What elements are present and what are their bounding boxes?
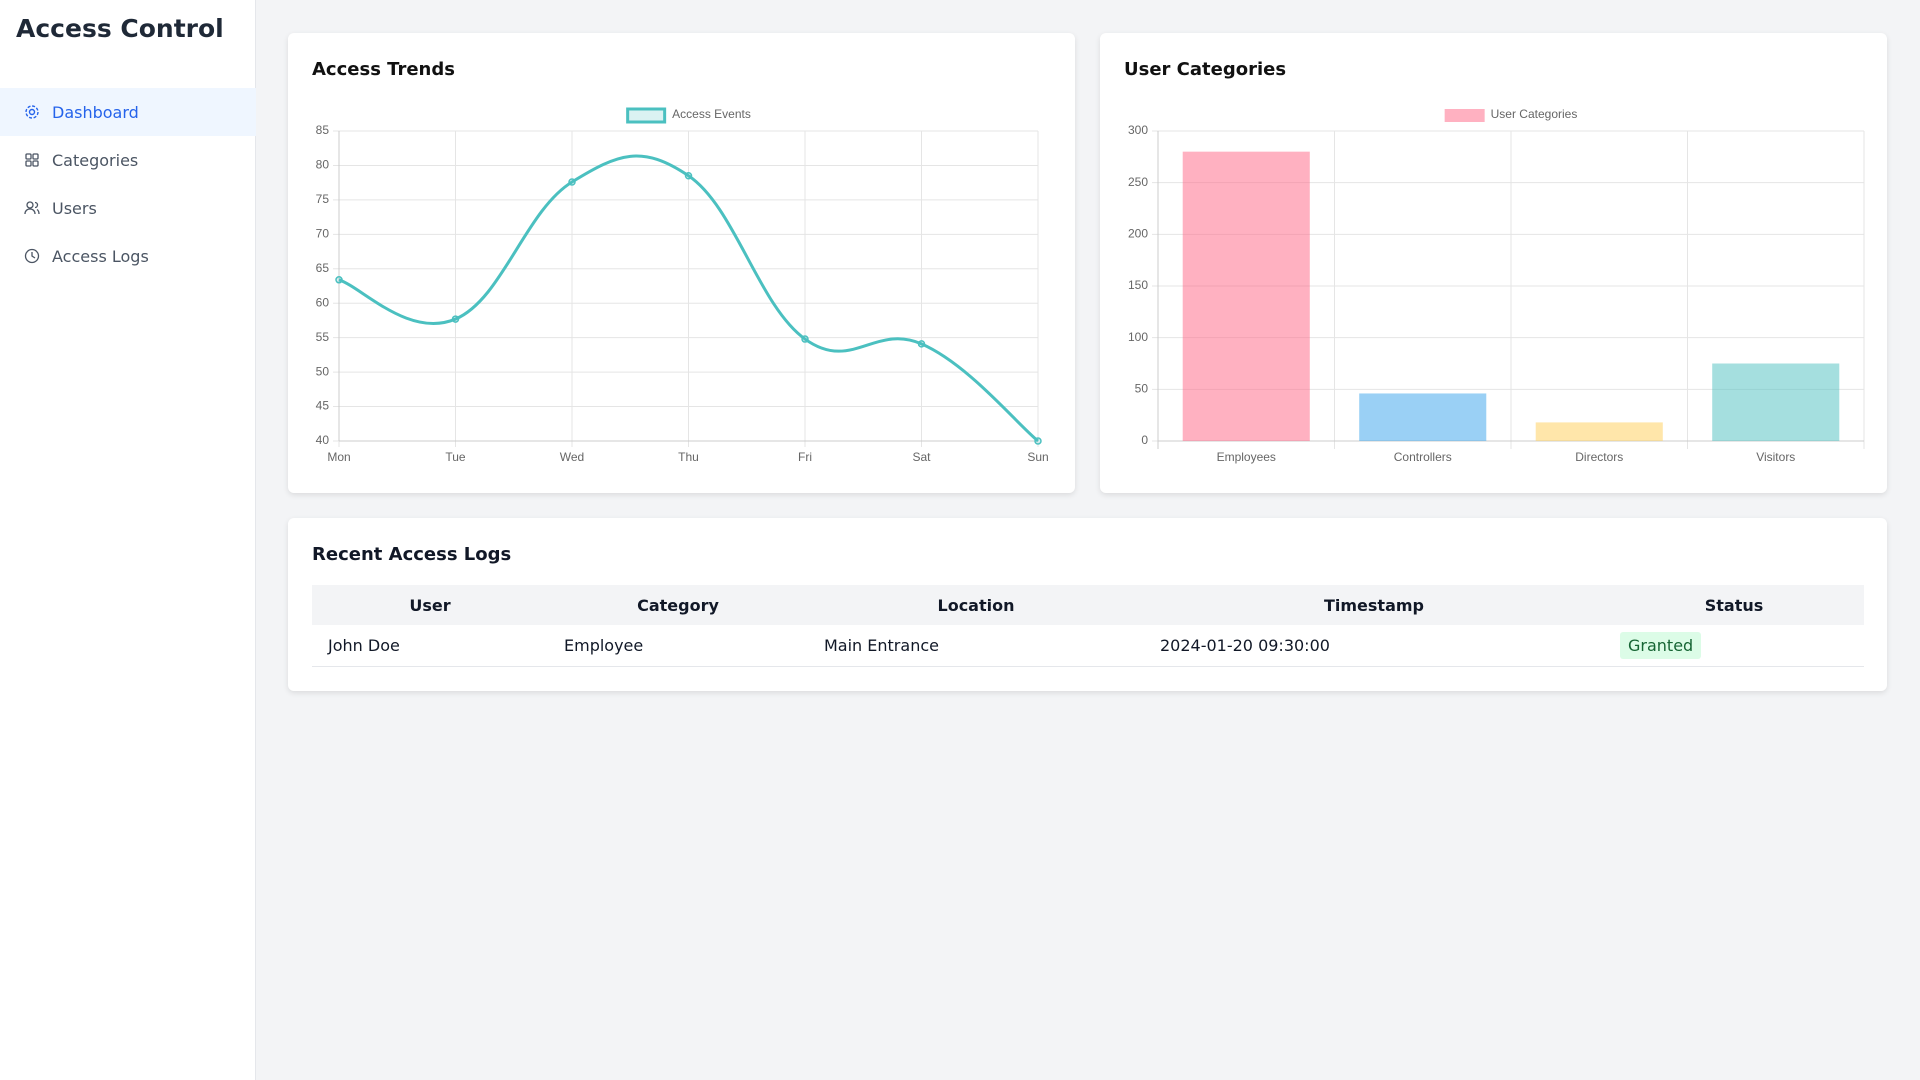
icon <box>24 201 40 215</box>
column-header: User <box>312 585 548 625</box>
x-tick-label: Controllers <box>1394 450 1452 464</box>
table-row: John Doe Employee Main Entrance 2024-01-… <box>312 625 1864 667</box>
icon <box>24 248 40 264</box>
y-tick-label: 85 <box>316 123 330 137</box>
x-tick-label: Wed <box>560 450 584 464</box>
nav-label: Access Logs <box>52 246 149 266</box>
bar <box>1359 393 1487 441</box>
legend-label: Access Events <box>672 107 751 121</box>
y-tick-label: 70 <box>316 227 330 241</box>
cell: 2024-01-20 09:30:00 <box>1144 625 1604 667</box>
point <box>917 340 926 348</box>
chart-card: Access Trends 40 45 50 55 60 65 70 75 80 85 Mon Tue… <box>288 33 1075 493</box>
chart: Access Trends 40 45 50 55 60 65 70 75 80 85 Mon Tue… <box>312 59 1049 464</box>
cell: Granted <box>1604 625 1864 667</box>
nav-item[interactable]: Users <box>0 184 256 232</box>
y-tick-label: 300 <box>1128 123 1148 137</box>
header-row: User Category Location Timestamp Status <box>312 585 1864 625</box>
y-tick-label: 100 <box>1128 330 1148 344</box>
x-tick-label: Sun <box>1027 450 1048 464</box>
line <box>338 154 1039 443</box>
chart: User Categories 0 50 100 150 200 250 300 User C… <box>1124 59 1865 464</box>
x-tick-label: Mon <box>327 450 350 464</box>
point <box>801 335 809 343</box>
column-header: Timestamp <box>1144 585 1604 625</box>
chart-title: Access Trends <box>312 59 455 80</box>
icon <box>25 105 39 119</box>
column-header: Status <box>1604 585 1864 625</box>
x-tick-label: Tue <box>445 450 466 464</box>
bar <box>1535 422 1663 441</box>
nav-label: Users <box>52 198 97 218</box>
y-tick-label: 80 <box>316 158 330 172</box>
y-tick-label: 50 <box>1135 382 1149 396</box>
point <box>335 276 343 284</box>
cell: Employee <box>548 625 808 667</box>
x-tick-label: Visitors <box>1756 450 1795 464</box>
x-tick-label: Fri <box>798 450 812 464</box>
x-tick-label: Employees <box>1217 450 1276 464</box>
y-tick-label: 45 <box>316 399 330 413</box>
y-tick-label: 60 <box>316 295 330 309</box>
nav-item[interactable]: Dashboard <box>0 88 256 136</box>
y-tick-label: 65 <box>316 261 330 275</box>
nav-item[interactable]: Access Logs <box>0 232 256 280</box>
y-tick-label: 200 <box>1128 227 1148 241</box>
bar <box>1182 151 1310 441</box>
chart-card: User Categories 0 50 100 150 200 250 300 User C… <box>1100 33 1887 493</box>
point <box>684 172 693 180</box>
table-title: Recent Access Logs <box>312 544 512 565</box>
y-tick-label: 55 <box>316 330 330 344</box>
nav-label: Categories <box>52 150 139 170</box>
point <box>568 178 576 186</box>
column-header: Location <box>808 585 1144 625</box>
app-title: Access Control <box>16 14 224 43</box>
sidebar: Access Control Dashboard Categories User… <box>0 0 256 1080</box>
x-tick-label: Thu <box>678 450 699 464</box>
x-tick-label: Directors <box>1575 450 1623 464</box>
column-header: Category <box>548 585 808 625</box>
status-badge: Granted <box>1620 631 1702 659</box>
log-table: User Category Location Timestamp Status … <box>312 585 1864 667</box>
nav-label: Dashboard <box>52 102 139 122</box>
legend-swatch <box>1444 109 1485 122</box>
point <box>451 315 460 323</box>
y-tick-label: 0 <box>1141 433 1148 447</box>
y-tick-label: 75 <box>316 192 330 206</box>
y-tick-label: 40 <box>316 433 330 447</box>
y-tick-label: 150 <box>1128 278 1148 292</box>
y-tick-label: 250 <box>1128 175 1148 189</box>
point <box>1034 437 1042 445</box>
chart-title: User Categories <box>1124 59 1286 80</box>
y-tick-label: 50 <box>316 364 330 378</box>
cell: John Doe <box>312 625 548 667</box>
x-tick-label: Sat <box>912 450 931 464</box>
nav-item[interactable]: Categories <box>0 136 256 184</box>
bar <box>1712 363 1840 441</box>
legend-label: User Categories <box>1491 107 1578 121</box>
table-card: Recent Access Logs User Category Locatio… <box>288 518 1887 691</box>
cell: Main Entrance <box>808 625 1144 667</box>
icon <box>25 153 39 167</box>
legend-swatch <box>626 107 667 124</box>
